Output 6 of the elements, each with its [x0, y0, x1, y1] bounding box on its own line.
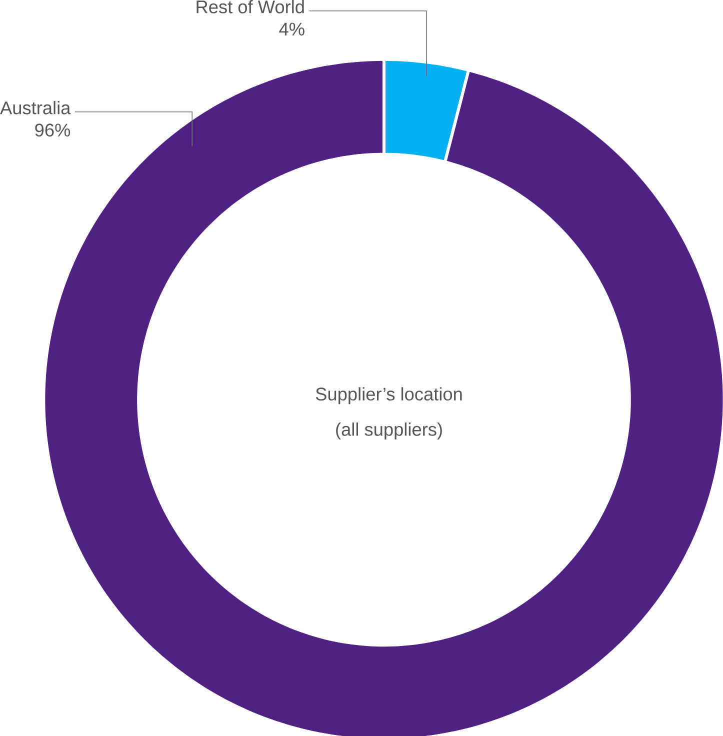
- slice-label: Australia: [0, 100, 71, 114]
- data-label: 96%: [35, 124, 70, 137]
- text: Supplier’s location: [316, 387, 462, 404]
- data-label: 4%: [279, 22, 304, 36]
- text: (all suppliers): [336, 422, 442, 440]
- slice-label: Rest of World: [196, 0, 304, 14]
